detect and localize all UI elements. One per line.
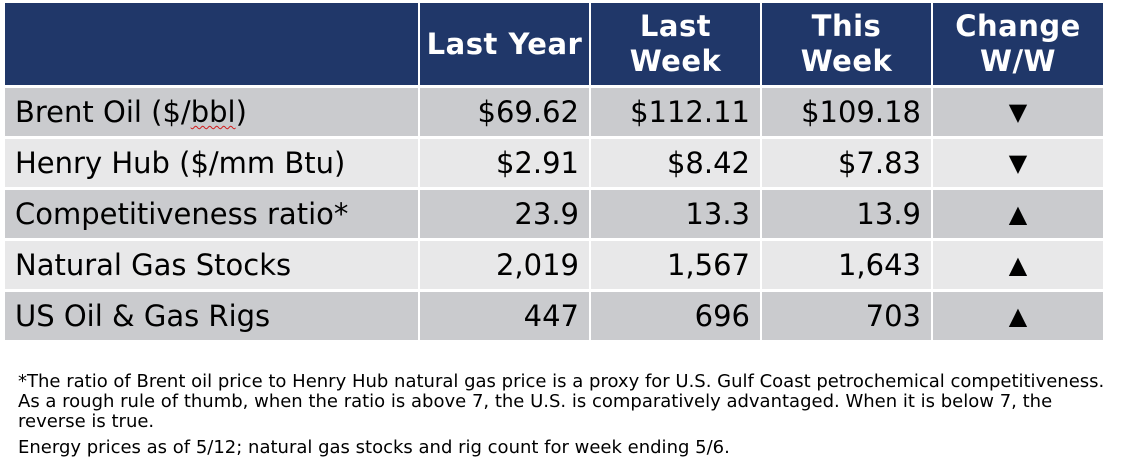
cell-this-week: 13.9 xyxy=(762,190,933,238)
down-triangle-icon: ▼ xyxy=(1008,149,1028,177)
cell-this-week: $109.18 xyxy=(762,88,933,136)
cell-change: ▲ xyxy=(933,241,1103,289)
cell-this-week: 703 xyxy=(762,292,933,340)
energy-price-table: Last Year Last Week This Week Change W/W… xyxy=(5,3,1103,343)
header-last-week: Last Week xyxy=(591,3,762,85)
spellcheck-marked-word: bbl xyxy=(190,95,236,129)
cell-change: ▲ xyxy=(933,292,1103,340)
row-label: US Oil & Gas Rigs xyxy=(5,292,420,340)
table-row-brent-oil: Brent Oil ($/bbl) $69.62 $112.11 $109.18… xyxy=(5,88,1103,139)
cell-last-year: 2,019 xyxy=(420,241,591,289)
header-blank xyxy=(5,3,420,85)
as-of-text: Energy prices as of 5/12; natural gas st… xyxy=(18,437,730,458)
cell-last-week: 696 xyxy=(591,292,762,340)
table-row-competitiveness-ratio: Competitiveness ratio* 23.9 13.3 13.9 ▲ xyxy=(5,190,1103,241)
cell-change: ▼ xyxy=(933,88,1103,136)
table-row-henry-hub: Henry Hub ($/mm Btu) $2.91 $8.42 $7.83 ▼ xyxy=(5,139,1103,190)
up-triangle-icon: ▲ xyxy=(1008,251,1028,279)
header-change-ww: Change W/W xyxy=(955,9,1081,78)
cell-this-week: 1,643 xyxy=(762,241,933,289)
row-label-text-end: ) xyxy=(235,95,247,129)
cell-last-year: $2.91 xyxy=(420,139,591,187)
cell-last-week: 13.3 xyxy=(591,190,762,238)
row-label-text: Natural Gas Stocks xyxy=(15,248,292,282)
cell-last-week: $8.42 xyxy=(591,139,762,187)
row-label: Natural Gas Stocks xyxy=(5,241,420,289)
cell-last-year: $69.62 xyxy=(420,88,591,136)
up-triangle-icon: ▲ xyxy=(1008,302,1028,330)
row-label-text: US Oil & Gas Rigs xyxy=(15,299,271,333)
cell-change: ▲ xyxy=(933,190,1103,238)
table-header-row: Last Year Last Week This Week Change W/W xyxy=(5,3,1103,88)
cell-last-year: 23.9 xyxy=(420,190,591,238)
cell-last-year: 447 xyxy=(420,292,591,340)
footnote-text: *The ratio of Brent oil price to Henry H… xyxy=(18,371,1105,432)
row-label-text: Brent Oil ($/ xyxy=(15,95,191,129)
table-row-us-oil-gas-rigs: US Oil & Gas Rigs 447 696 703 ▲ xyxy=(5,292,1103,343)
down-triangle-icon: ▼ xyxy=(1008,98,1028,126)
row-label: Brent Oil ($/bbl) xyxy=(5,88,420,136)
row-label: Competitiveness ratio* xyxy=(5,190,420,238)
cell-last-week: 1,567 xyxy=(591,241,762,289)
row-label: Henry Hub ($/mm Btu) xyxy=(5,139,420,187)
header-last-year: Last Year xyxy=(420,3,591,85)
table-row-natural-gas-stocks: Natural Gas Stocks 2,019 1,567 1,643 ▲ xyxy=(5,241,1103,292)
cell-change: ▼ xyxy=(933,139,1103,187)
table-notes: *The ratio of Brent oil price to Henry H… xyxy=(18,372,1113,458)
row-label-text: Competitiveness ratio* xyxy=(15,197,349,231)
cell-last-week: $112.11 xyxy=(591,88,762,136)
cell-this-week: $7.83 xyxy=(762,139,933,187)
row-label-text: Henry Hub ($/mm Btu) xyxy=(15,146,346,180)
up-triangle-icon: ▲ xyxy=(1008,200,1028,228)
header-this-week: This Week xyxy=(762,3,933,85)
